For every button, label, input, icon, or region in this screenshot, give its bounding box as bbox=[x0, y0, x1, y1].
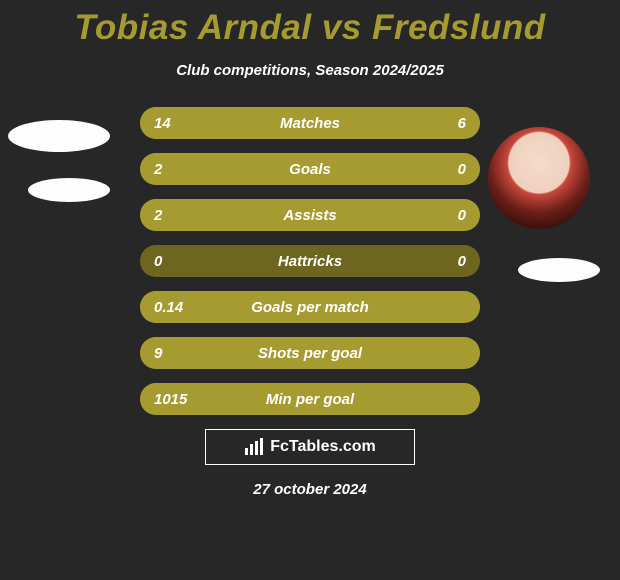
stat-label: Shots per goal bbox=[140, 345, 480, 362]
stat-label: Hattricks bbox=[140, 253, 480, 270]
player-right-avatar bbox=[488, 127, 590, 229]
stat-row: 146Matches bbox=[140, 107, 480, 139]
player-right-avatar-placeholder bbox=[518, 258, 600, 282]
branding-text: FcTables.com bbox=[270, 438, 376, 456]
stat-label: Min per goal bbox=[140, 391, 480, 408]
player-left-avatar-placeholder-1 bbox=[8, 120, 110, 152]
date-label: 27 october 2024 bbox=[0, 481, 620, 498]
subtitle: Club competitions, Season 2024/2025 bbox=[0, 62, 620, 79]
chart-icon bbox=[244, 438, 264, 456]
stat-row: 20Assists bbox=[140, 199, 480, 231]
stat-label: Goals bbox=[140, 161, 480, 178]
stat-row: 0.14Goals per match bbox=[140, 291, 480, 323]
stat-row: 00Hattricks bbox=[140, 245, 480, 277]
player-left-avatar-placeholder-2 bbox=[28, 178, 110, 202]
stat-row: 1015Min per goal bbox=[140, 383, 480, 415]
branding-box: FcTables.com bbox=[205, 429, 415, 465]
stat-row: 20Goals bbox=[140, 153, 480, 185]
page-title: Tobias Arndal vs Fredslund bbox=[0, 0, 620, 48]
stat-label: Goals per match bbox=[140, 299, 480, 316]
stat-label: Matches bbox=[140, 115, 480, 132]
stat-row: 9Shots per goal bbox=[140, 337, 480, 369]
stat-label: Assists bbox=[140, 207, 480, 224]
